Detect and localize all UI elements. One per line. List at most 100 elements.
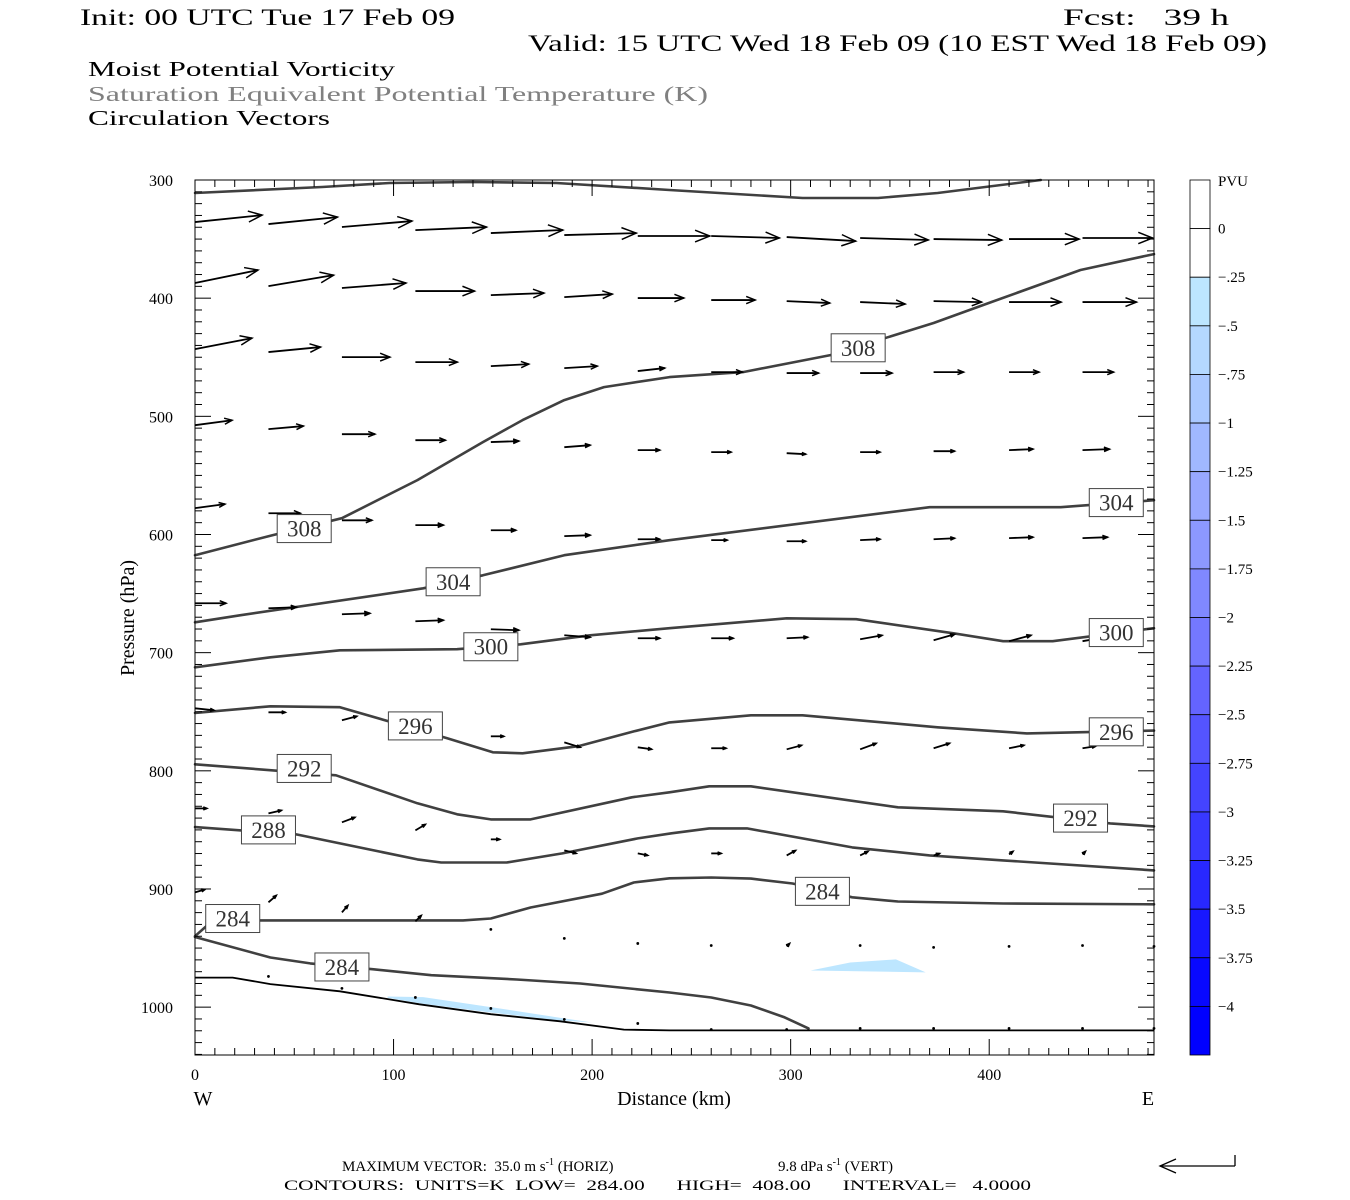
vector-arrow — [564, 634, 593, 640]
vector-arrow — [1082, 231, 1155, 245]
vector-head — [872, 742, 879, 747]
contour-label-box — [205, 904, 261, 934]
max-vert-text: 9.8 dPa s-1 (VERT) — [778, 1157, 893, 1175]
colorbar-label: −2.75 — [1218, 756, 1253, 772]
vector-head — [1064, 232, 1082, 246]
vector-head — [290, 604, 299, 611]
horiz-tag: (HORIZ) — [554, 1159, 614, 1175]
vector-head — [1019, 743, 1027, 749]
vector-arrow — [1082, 368, 1116, 376]
vector-head — [392, 278, 409, 290]
vector-head — [203, 806, 210, 811]
colorbar-swatch — [1189, 714, 1211, 764]
vector-shaft — [786, 300, 830, 304]
contour-label-text: 296 — [398, 714, 433, 739]
contour-label-box — [830, 333, 886, 363]
vector-dot — [562, 1018, 566, 1021]
vector-head — [363, 610, 373, 617]
vector-shaft — [268, 346, 321, 353]
contour-label: 296 — [1088, 717, 1144, 747]
colorbar-swatch — [1189, 568, 1211, 618]
contour-label-box — [1088, 488, 1144, 518]
pv-shaded-region — [810, 959, 926, 973]
vector-arrow — [1008, 743, 1027, 750]
contour-label: 300 — [463, 632, 519, 662]
contour-label-text: 288 — [251, 818, 286, 843]
contour-label: 288 — [240, 815, 296, 845]
vector-arrow — [637, 293, 686, 303]
contour-label-box — [276, 753, 332, 783]
y-tick-label: 500 — [149, 409, 173, 426]
vector-head — [572, 850, 579, 855]
vector-arrow — [341, 517, 374, 524]
colorbar-swatch — [1189, 762, 1211, 813]
vector-head — [864, 850, 870, 855]
vector-shaft — [786, 236, 856, 242]
vector-shaft — [933, 238, 1002, 241]
vector-head — [365, 517, 374, 524]
contour-label: 292 — [276, 753, 332, 783]
vector-dot — [489, 927, 493, 931]
colorbar-swatch — [1189, 471, 1211, 521]
vector-head — [745, 295, 758, 305]
vector-head — [885, 369, 895, 377]
x-tick-label: 200 — [580, 1067, 604, 1084]
colorbar-swatch — [1189, 811, 1211, 861]
x-tick-label: 100 — [382, 1067, 406, 1084]
vector-shaft — [490, 292, 545, 296]
x-axis-label: Distance (km) — [617, 1088, 731, 1110]
vector-head — [1032, 368, 1042, 376]
vector-head — [352, 715, 359, 720]
contour-label-box — [276, 514, 332, 544]
contour-line-284 — [193, 935, 810, 1030]
vector-arrow — [933, 633, 957, 642]
vector-head — [510, 527, 518, 533]
vector-arrow — [194, 417, 235, 427]
vector-arrow — [341, 715, 359, 722]
vector-arrow — [415, 221, 489, 235]
colorbar-label: −2.25 — [1218, 659, 1253, 675]
vector-dot — [785, 1028, 789, 1031]
vector-head — [495, 837, 502, 842]
contour-label-box — [1088, 717, 1144, 747]
vector-head — [841, 233, 858, 247]
colorbar-swatch — [1189, 228, 1211, 278]
contour-label: 308 — [830, 333, 886, 363]
y-axis-label: Pressure (hPa) — [117, 560, 139, 676]
vector-head — [277, 808, 284, 814]
vector-head — [801, 538, 808, 544]
vector-head — [949, 536, 957, 541]
vector-arrow — [637, 229, 712, 243]
vector-shaft — [194, 214, 263, 223]
vector-arrow — [341, 816, 357, 824]
vector-dot — [413, 996, 417, 999]
vector-head — [1102, 534, 1110, 541]
vector-head — [987, 233, 1004, 247]
vector-head — [417, 913, 423, 920]
vector-head — [945, 742, 952, 747]
vector-head — [791, 849, 798, 855]
vector-head — [421, 823, 428, 829]
unit-superscript: -1 — [546, 1157, 554, 1168]
vector-head — [811, 369, 821, 377]
vector-head — [655, 635, 662, 641]
vector-head — [621, 226, 639, 241]
vector-head — [735, 368, 745, 376]
vector-head — [281, 710, 288, 715]
vector-arrow — [414, 823, 428, 832]
contour-label-box — [240, 815, 296, 845]
vector-shaft — [341, 282, 407, 289]
contour-label-text: 300 — [1099, 621, 1134, 646]
vector-dot — [636, 942, 640, 945]
vector-head — [1027, 534, 1036, 541]
vector-head — [1009, 850, 1015, 856]
vector-arrow — [1009, 297, 1064, 308]
colorbar-label: 0 — [1218, 222, 1226, 238]
vector-arrow — [637, 365, 667, 372]
vector-head — [512, 438, 521, 445]
contour-label-box — [794, 876, 850, 906]
vector-arrow — [860, 369, 895, 377]
valid-time: Valid: 15 UTC Wed 18 Feb 09 (10 EST Wed … — [528, 31, 1267, 56]
vector-head — [949, 633, 957, 638]
